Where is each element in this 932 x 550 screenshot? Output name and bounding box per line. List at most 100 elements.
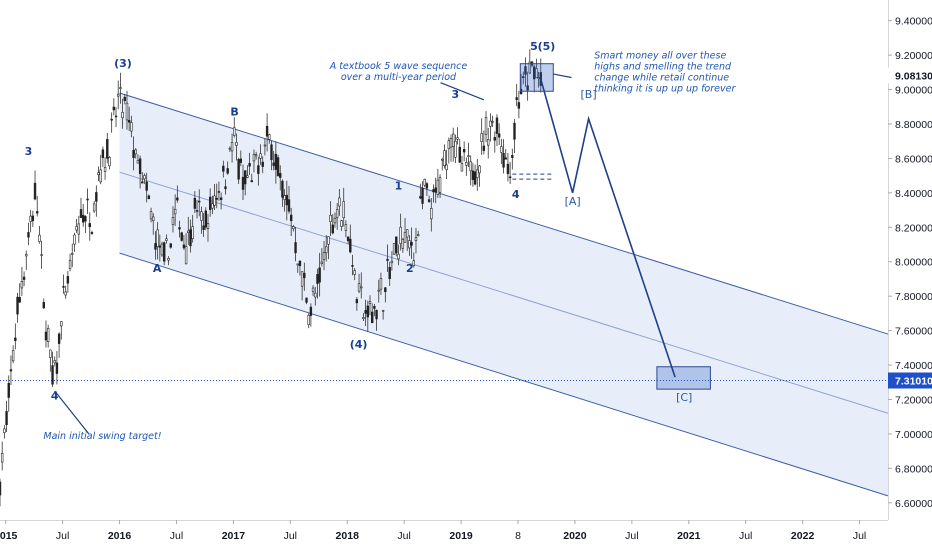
candle-body bbox=[103, 166, 107, 172]
candle-body bbox=[158, 245, 162, 248]
candle-body bbox=[342, 201, 345, 219]
candle-body bbox=[246, 175, 249, 178]
time-tick-label: Jul bbox=[397, 530, 410, 542]
candle-body bbox=[401, 239, 405, 249]
candle-body bbox=[211, 203, 214, 209]
candle-body bbox=[66, 276, 70, 284]
candle-body bbox=[412, 260, 415, 266]
current-price-tag-bg bbox=[888, 67, 932, 84]
candle-body bbox=[480, 133, 483, 142]
candle-body bbox=[511, 155, 514, 158]
candle-body bbox=[169, 243, 172, 248]
candle-body bbox=[300, 271, 304, 287]
time-tick-label: 2015 bbox=[0, 530, 18, 542]
wave-label: A bbox=[153, 262, 162, 275]
candle-body bbox=[31, 215, 35, 222]
candle-body bbox=[88, 223, 91, 228]
wave-label: 1 bbox=[395, 179, 403, 192]
candle-body bbox=[384, 287, 387, 293]
candle-body bbox=[163, 242, 166, 262]
candle-body bbox=[75, 226, 78, 231]
candle-body bbox=[132, 149, 135, 158]
candle-body bbox=[386, 258, 389, 261]
annotation-text: Main initial swing target! bbox=[43, 431, 161, 442]
candle-body bbox=[90, 232, 94, 234]
candle-body bbox=[208, 196, 212, 210]
forecast-drawings bbox=[519, 63, 711, 390]
candle-body bbox=[230, 142, 234, 152]
candle-body bbox=[112, 106, 116, 111]
candle-body bbox=[406, 229, 409, 238]
candle-body bbox=[322, 252, 326, 260]
candle-body bbox=[528, 61, 532, 74]
candle-body bbox=[419, 196, 422, 199]
annotation-text: A textbook 5 wave sequence over a multi-y… bbox=[329, 61, 468, 83]
candle-body bbox=[57, 333, 61, 344]
candle-body bbox=[9, 369, 13, 372]
candle-body bbox=[154, 243, 157, 250]
price-tick-label: 7.20000 bbox=[895, 394, 932, 406]
candle-body bbox=[84, 216, 87, 222]
candle-body bbox=[215, 197, 218, 200]
target-price-tag: 7.31010 bbox=[895, 376, 932, 388]
candle-body bbox=[130, 122, 133, 132]
time-tick-label: 8 bbox=[515, 530, 521, 542]
candle-body bbox=[526, 85, 529, 91]
candle-body bbox=[27, 232, 30, 238]
candle-body bbox=[506, 163, 510, 174]
candle-body bbox=[7, 383, 10, 398]
candle-body bbox=[357, 283, 361, 292]
candle-body bbox=[456, 137, 459, 140]
candle-body bbox=[250, 180, 253, 183]
candle-body bbox=[403, 232, 407, 243]
candle-body bbox=[224, 186, 227, 190]
candle-body bbox=[202, 225, 205, 230]
candle-body bbox=[265, 125, 269, 137]
candle-body bbox=[53, 360, 56, 364]
candle-body bbox=[423, 178, 426, 186]
candle-body bbox=[263, 144, 267, 147]
candle-body bbox=[268, 134, 271, 140]
candle-body bbox=[285, 194, 289, 206]
annotation-line: thinking it is up up up forever bbox=[594, 84, 736, 95]
candle-body bbox=[49, 349, 52, 358]
time-tick-label: Jul bbox=[739, 530, 752, 542]
candle-body bbox=[40, 254, 43, 256]
time-tick-label: Jul bbox=[625, 530, 638, 542]
wave-label: 3 bbox=[452, 88, 460, 101]
candles bbox=[0, 49, 542, 507]
annotation-text: Smart money all over these highs and smel… bbox=[594, 51, 736, 95]
wave-label: 3 bbox=[25, 145, 33, 158]
candle-body bbox=[165, 238, 168, 241]
candle-body bbox=[235, 142, 238, 146]
candle-body bbox=[329, 214, 332, 223]
candle-body bbox=[340, 220, 343, 227]
time-tick-label: Jul bbox=[170, 530, 183, 542]
candle-body bbox=[274, 153, 278, 170]
candle-body bbox=[425, 183, 429, 189]
candle-body bbox=[469, 161, 472, 172]
candle-body bbox=[349, 238, 352, 253]
candle-body bbox=[125, 102, 129, 121]
price-tick-label: 8.40000 bbox=[895, 188, 932, 200]
candle-body bbox=[60, 321, 63, 327]
candle-body bbox=[344, 224, 348, 231]
price-axis-bg bbox=[888, 0, 932, 550]
wave-label: 4 bbox=[512, 188, 520, 201]
channel-band bbox=[119, 93, 888, 496]
candle-body bbox=[160, 243, 164, 256]
candle-body bbox=[502, 152, 505, 168]
candle-body bbox=[237, 159, 240, 180]
candle-body bbox=[493, 137, 496, 141]
price-tick-label: 9.00000 bbox=[895, 85, 932, 97]
candle-body bbox=[410, 242, 413, 246]
candle-body bbox=[5, 411, 8, 425]
candle-body bbox=[81, 214, 85, 223]
candle-body bbox=[187, 230, 190, 233]
candle-body bbox=[33, 182, 37, 200]
candle-body bbox=[460, 163, 464, 172]
candle-body bbox=[119, 87, 122, 89]
candle-body bbox=[68, 259, 72, 269]
candle-body bbox=[355, 299, 359, 304]
